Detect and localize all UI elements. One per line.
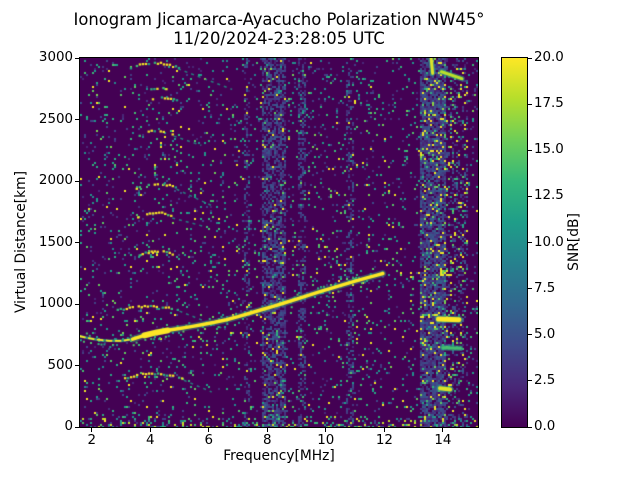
x-tick-label: 4: [145, 433, 155, 448]
x-tick-label: 10: [317, 433, 335, 448]
x-tick-mark: [325, 428, 327, 432]
colorbar-tick-mark: [528, 242, 532, 243]
colorbar-tick-mark: [528, 288, 532, 290]
figure-title-block: Ionogram Jicamarca-Ayacucho Polarization…: [73, 10, 485, 49]
y-tick-label: 500: [47, 357, 73, 373]
x-tick-label: 2: [87, 433, 96, 448]
colorbar-tick-mark: [528, 334, 532, 336]
colorbar-tick-label: 12.5: [534, 188, 564, 204]
colorbar-tick-label: 10.0: [534, 234, 564, 250]
colorbar-tick-label: 2.5: [534, 372, 556, 388]
y-tick-mark: [75, 365, 79, 366]
x-axis-label: Frequency[MHz]: [223, 448, 335, 464]
y-tick-mark: [75, 57, 79, 59]
y-tick-mark: [75, 180, 79, 182]
y-tick-label: 1000: [38, 296, 73, 311]
x-tick-mark: [383, 428, 385, 432]
colorbar-tick-label: 15.0: [534, 142, 564, 158]
colorbar-tick-mark: [528, 103, 532, 105]
colorbar-tick-mark: [528, 149, 532, 151]
y-tick-mark: [75, 119, 79, 120]
x-tick-label: 8: [263, 433, 272, 448]
colorbar-tick-label: 0.0: [534, 419, 556, 434]
colorbar-tick-mark: [528, 195, 532, 197]
x-tick-label: 6: [204, 433, 214, 448]
x-tick-mark: [91, 428, 93, 432]
colorbar-tick-label: 7.5: [534, 280, 556, 296]
colorbar-tick-label: 20.0: [534, 50, 564, 65]
x-tick-mark: [208, 428, 210, 432]
plot-area: [79, 57, 479, 428]
colorbar: [501, 57, 528, 428]
x-tick-label: 14: [434, 433, 452, 448]
y-tick-label: 2500: [38, 111, 73, 127]
colorbar-gradient: [502, 58, 527, 427]
y-tick-label: 1500: [38, 234, 73, 250]
y-tick-label: 3000: [38, 50, 73, 65]
chart-title: Ionogram Jicamarca-Ayacucho Polarization…: [73, 10, 485, 29]
x-tick-label: 12: [375, 433, 393, 448]
colorbar-tick-label: 5.0: [534, 326, 556, 342]
colorbar-tick-mark: [528, 380, 532, 382]
colorbar-label: SNR[dB]: [566, 213, 582, 271]
y-tick-mark: [75, 303, 79, 305]
x-tick-mark: [149, 428, 151, 432]
x-tick-mark: [442, 428, 444, 432]
colorbar-tick-label: 17.5: [534, 96, 564, 112]
x-tick-mark: [266, 428, 268, 432]
colorbar-tick-mark: [528, 57, 532, 59]
y-tick-mark: [75, 426, 79, 428]
y-tick-label: 0: [64, 419, 73, 434]
y-tick-mark: [75, 242, 79, 243]
colorbar-tick-mark: [528, 426, 532, 428]
chart-subtitle: 11/20/2024-23:28:05 UTC: [173, 28, 385, 48]
y-tick-label: 2000: [38, 173, 73, 188]
heatmap-canvas: [80, 58, 478, 427]
